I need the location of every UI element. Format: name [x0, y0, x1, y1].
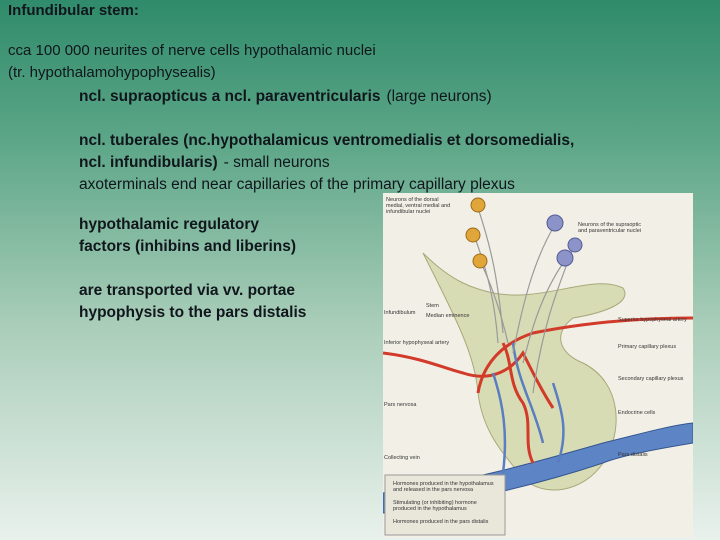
diagram-label: Neurons of the supraoptic and paraventri…: [578, 222, 641, 234]
text-run: - small neurons: [223, 154, 330, 171]
legend-box: [384, 474, 506, 536]
diagram-label: Secondary capillary plexus: [618, 376, 684, 382]
text-run: axoterminals end near capillaries of the…: [79, 176, 515, 193]
text-run: are transported via vv. portae: [79, 282, 295, 299]
text-line: ncl. supraopticus a ncl. paraventricular…: [79, 86, 492, 108]
text-line: are transported via vv. portae: [79, 280, 295, 302]
text-line: hypothalamic regulatory: [79, 214, 259, 236]
text-run: (large neurons): [386, 88, 492, 105]
small-neurons: [465, 197, 488, 269]
text-run: ncl. tuberales (nc.hypothalamicus ventro…: [79, 132, 575, 149]
text-line: ncl. infundibularis) - small neurons: [79, 152, 330, 174]
diagram-label: Pars distalis: [618, 452, 648, 458]
diagram-label: Stimulating (or inhibiting) hormone prod…: [393, 500, 477, 512]
diagram-label: Median eminence: [426, 313, 470, 319]
diagram-label: Hormones produced in the hypothalamus an…: [393, 481, 494, 493]
text-run: hypophysis to the pars distalis: [79, 304, 307, 321]
text-run: factors (inhibins and liberins): [79, 238, 297, 255]
diagram: [383, 193, 693, 538]
intro-line: (tr. hypothalamohypophysealis): [8, 64, 216, 81]
diagram-label: Hormones produced in the pars distalis: [393, 519, 489, 525]
text-line: factors (inhibins and liberins): [79, 236, 296, 258]
diagram-label: Pars nervosa: [384, 402, 417, 408]
text-run: ncl. supraopticus a ncl. paraventricular…: [79, 88, 381, 105]
diagram-label: Inferior hypophyseal artery: [384, 340, 450, 346]
diagram-label: Infundibulum: [384, 310, 416, 316]
large-neurons: [546, 214, 583, 267]
intro-line: cca 100 000 neurites of nerve cells hypo…: [8, 42, 376, 59]
diagram-label: Superior hypophyseal artery: [618, 317, 687, 323]
diagram-label: Primary capillary plexus: [618, 344, 677, 350]
text-line: hypophysis to the pars distalis: [79, 302, 306, 324]
title: Infundibular stem:: [8, 2, 139, 19]
gland: [422, 252, 626, 491]
diagram-label: Neurons of the dorsal medial, ventral me…: [386, 197, 451, 215]
text-line: axoterminals end near capillaries of the…: [79, 174, 515, 196]
diagram-label: Endocrine cells: [618, 410, 656, 416]
diagram-label: Collecting vein: [384, 455, 420, 461]
portal-veins: [491, 342, 565, 474]
text-run: hypothalamic regulatory: [79, 216, 260, 233]
diagram-label: Stem: [426, 303, 439, 309]
text-line: ncl. tuberales (nc.hypothalamicus ventro…: [79, 130, 574, 152]
text-run: ncl. infundibularis): [79, 154, 218, 171]
